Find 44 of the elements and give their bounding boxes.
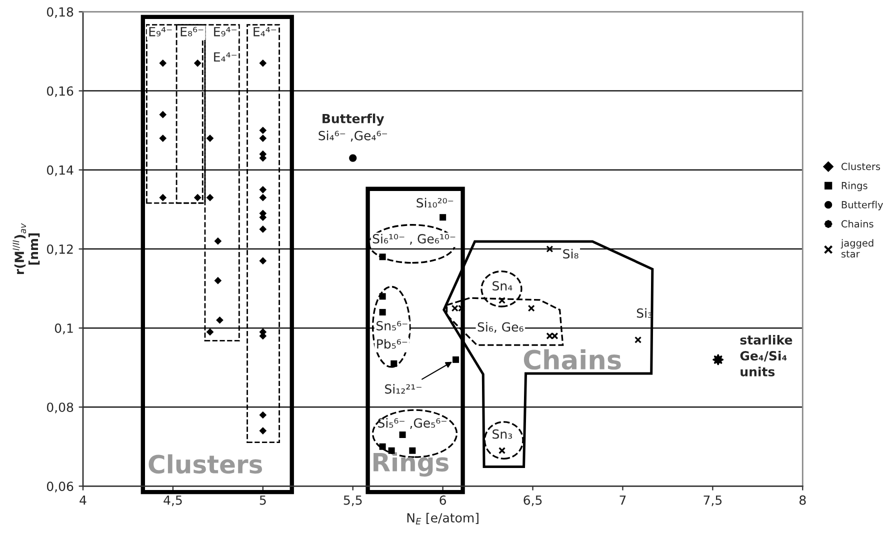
x-tick-label: 8 [800, 495, 806, 505]
annotation: E₈⁶⁻ [180, 26, 204, 36]
y-tick-label: 0,16 [46, 86, 74, 98]
x-tick-label: 6,5 [524, 495, 542, 506]
x-tick-label: 5 [260, 496, 266, 505]
annotation: Chains [524, 349, 621, 370]
y-tick-label: 0,08 [46, 402, 74, 414]
annotation: Si₁₀²⁰⁻ [416, 198, 454, 208]
annotation: Sn₅⁶⁻ [376, 321, 408, 330]
x-tick-label: 7,5 [704, 496, 722, 506]
annotation: E₉⁴⁻ [149, 27, 172, 36]
x-tick-label: 7 [620, 496, 626, 505]
annotation: E₄⁴⁻ [254, 27, 276, 36]
annotation: E₄⁴⁻ [214, 52, 237, 62]
annotation: Si₆, Ge₆ [478, 322, 524, 333]
annotation: Si₄⁶⁻ ,Ge₄⁶⁻ [318, 130, 388, 142]
annotation: Butterfly [322, 114, 384, 126]
y-tick-label: 0,18 [46, 7, 74, 18]
annotation: Pb₅⁶⁻ [377, 338, 408, 349]
annotation: Clusters [148, 454, 262, 474]
legend-label: jagged star [840, 239, 874, 258]
annotation: Sn₃ [492, 429, 512, 439]
x-axis-title: N$_{E}$ [e/atom] [407, 512, 478, 524]
annotation: Si₅⁶⁻ ,Ge₅⁶⁻ [378, 418, 446, 429]
annotation: Si₈ [563, 248, 578, 259]
y-tick-label: 0,1 [54, 324, 73, 334]
annotation: starlike Ge₄/Si₄ units [740, 334, 792, 376]
legend-label: Chains [842, 220, 874, 228]
annotation: Si₁₂²¹⁻ [385, 384, 422, 394]
x-tick-label: 4,5 [164, 496, 182, 506]
x-tick-label: 6 [440, 495, 446, 505]
y-tick-label: 0,12 [46, 244, 73, 256]
annotation: Si₆¹⁰⁻ , Ge₆¹⁰⁻ [372, 234, 456, 245]
legend-label: Rings [842, 182, 868, 192]
annotation: E₉⁴⁻ [214, 27, 237, 36]
annotation: Sn₄ [492, 281, 512, 291]
y-tick-label: 0,06 [46, 482, 74, 492]
y-tick-label: 0,14 [46, 165, 74, 176]
legend-label: Clusters [842, 162, 880, 170]
x-tick-label: 4 [80, 496, 86, 505]
legend-label: Butterfly [842, 200, 883, 210]
annotation: Rings [374, 452, 448, 477]
x-tick-label: 5,5 [344, 496, 362, 506]
y-axis-title: r(M$^{I/II}$)$_{av}$ [nm] [12, 223, 40, 274]
